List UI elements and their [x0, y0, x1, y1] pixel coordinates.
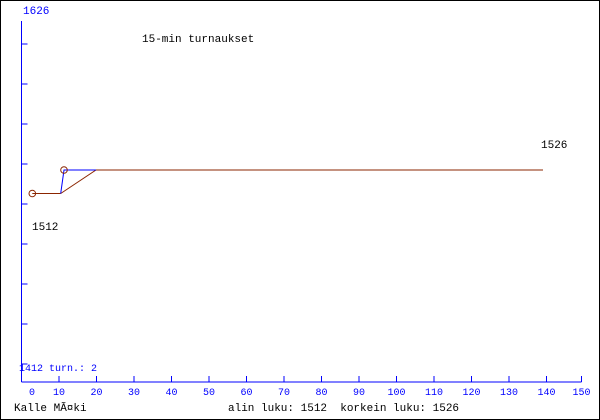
svg-text:40: 40 [165, 388, 177, 399]
svg-text:30: 30 [128, 388, 140, 399]
svg-text:80: 80 [315, 388, 327, 399]
svg-text:20: 20 [90, 388, 102, 399]
svg-text:10: 10 [53, 388, 65, 399]
svg-text:130: 130 [500, 388, 518, 399]
svg-text:1512: 1512 [32, 222, 58, 234]
svg-text:140: 140 [537, 388, 555, 399]
svg-text:100: 100 [387, 388, 405, 399]
svg-text:Kalle MÃ¤ki: Kalle MÃ¤ki [14, 402, 87, 415]
svg-text:70: 70 [278, 388, 290, 399]
svg-text:50: 50 [203, 388, 215, 399]
svg-text:120: 120 [462, 388, 480, 399]
svg-text:15-min turnaukset: 15-min turnaukset [142, 34, 254, 46]
svg-text:1626: 1626 [23, 6, 49, 18]
svg-text:110: 110 [425, 388, 443, 399]
svg-text:150: 150 [572, 388, 590, 399]
svg-text:0: 0 [29, 388, 35, 399]
svg-text:60: 60 [240, 388, 252, 399]
svg-text:1526: 1526 [541, 140, 567, 152]
svg-text:90: 90 [353, 388, 365, 399]
svg-text:1412 turn.: 2: 1412 turn.: 2 [19, 364, 97, 375]
svg-text:alin luku: 1512 korkein luku:: alin luku: 1512 korkein luku: 1526 [228, 403, 459, 415]
